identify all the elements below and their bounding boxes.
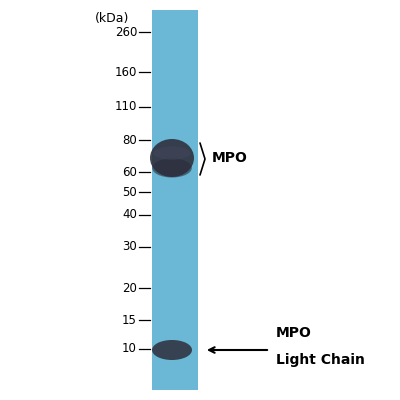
Text: 15: 15: [122, 314, 137, 326]
Text: 30: 30: [122, 240, 137, 254]
Text: 80: 80: [122, 134, 137, 146]
Ellipse shape: [152, 340, 192, 360]
Text: 10: 10: [122, 342, 137, 356]
Text: (kDa): (kDa): [95, 12, 129, 25]
Text: 50: 50: [122, 186, 137, 198]
Text: 260: 260: [115, 26, 137, 38]
Text: MPO: MPO: [276, 326, 312, 340]
Text: 40: 40: [122, 208, 137, 222]
Ellipse shape: [150, 139, 194, 177]
Ellipse shape: [153, 146, 191, 160]
Bar: [152, 10, 198, 390]
Ellipse shape: [152, 158, 192, 178]
Text: Light Chain: Light Chain: [276, 353, 365, 367]
Text: 20: 20: [122, 282, 137, 294]
Text: 160: 160: [115, 66, 137, 78]
Text: 60: 60: [122, 166, 137, 178]
Text: MPO: MPO: [212, 151, 248, 165]
Text: 110: 110: [115, 100, 137, 114]
